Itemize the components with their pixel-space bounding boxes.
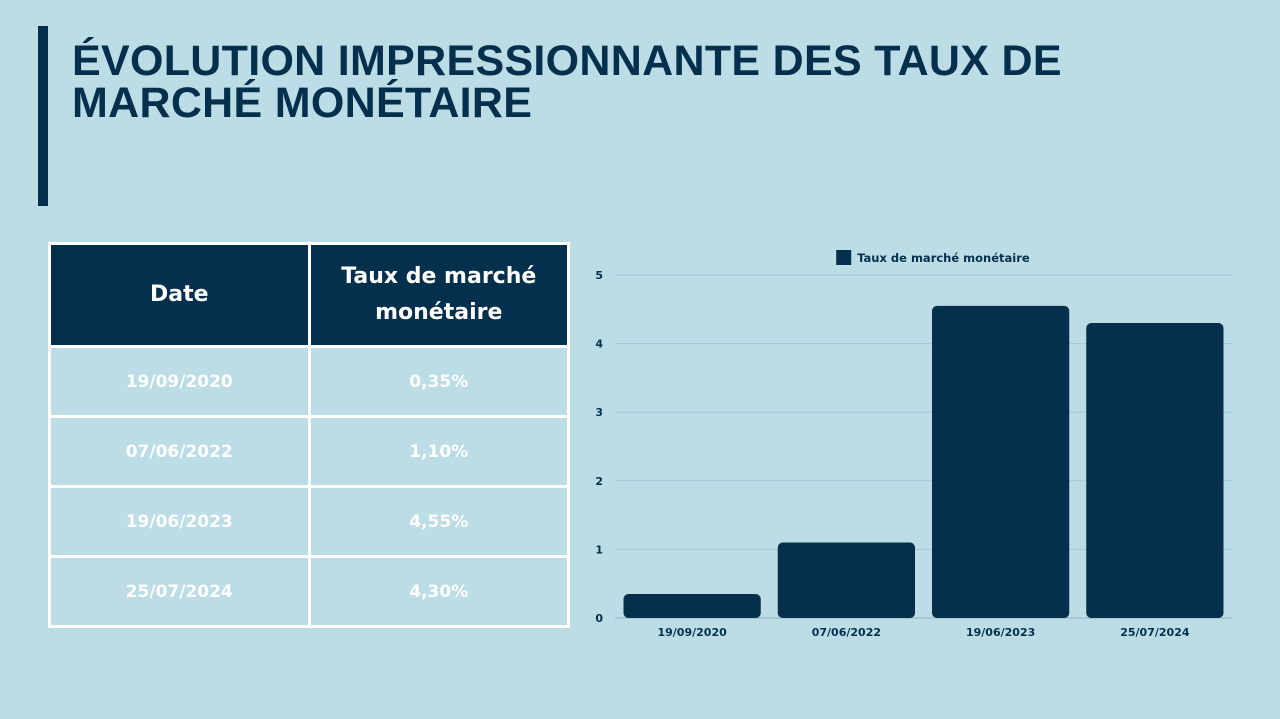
header-date: Date xyxy=(48,242,311,348)
bar xyxy=(777,542,915,618)
table-row: 07/06/2022 1,10% xyxy=(48,415,570,488)
header-rate: Taux de marché monétaire xyxy=(307,242,570,348)
y-tick-label: 4 xyxy=(595,338,603,351)
table-row: 19/06/2023 4,55% xyxy=(48,485,570,558)
cell-date: 19/09/2020 xyxy=(48,345,311,418)
y-tick-label: 3 xyxy=(595,406,603,419)
bar xyxy=(623,593,761,618)
cell-rate: 1,10% xyxy=(307,415,570,488)
table-row: 19/09/2020 0,35% xyxy=(48,345,570,418)
cell-rate: 0,35% xyxy=(307,345,570,418)
y-tick-label: 2 xyxy=(595,475,603,488)
cell-date: 19/06/2023 xyxy=(48,485,311,558)
title-accent-bar xyxy=(38,26,48,206)
bar xyxy=(932,305,1070,618)
cell-date: 25/07/2024 xyxy=(48,555,311,628)
cell-rate: 4,30% xyxy=(307,555,570,628)
legend-swatch xyxy=(836,250,852,265)
x-tick-label: 19/09/2020 xyxy=(657,626,727,639)
table-row: 25/07/2024 4,30% xyxy=(48,555,570,628)
y-tick-label: 0 xyxy=(595,612,603,625)
y-tick-label: 5 xyxy=(595,269,603,282)
page-title: ÉVOLUTION IMPRESSIONNANTE DES TAUX DE MA… xyxy=(72,37,1062,127)
bar-chart: 0 1 2 3 4 5 19/09/2020 07/06/2022 19/06/2023 25/0… xyxy=(595,250,1232,639)
table-header-row: Date Taux de marché monétaire xyxy=(48,242,570,348)
rates-table: Date Taux de marché monétaire 19/09/2020… xyxy=(48,242,570,628)
legend-label: Taux de marché monétaire xyxy=(857,251,1030,265)
x-tick-label: 07/06/2022 xyxy=(812,626,881,639)
y-tick-label: 1 xyxy=(595,543,603,556)
bar xyxy=(1086,323,1224,618)
x-tick-label: 19/06/2023 xyxy=(966,626,1035,639)
cell-rate: 4,55% xyxy=(307,485,570,558)
cell-date: 07/06/2022 xyxy=(48,415,311,488)
x-tick-label: 25/07/2024 xyxy=(1120,626,1190,639)
